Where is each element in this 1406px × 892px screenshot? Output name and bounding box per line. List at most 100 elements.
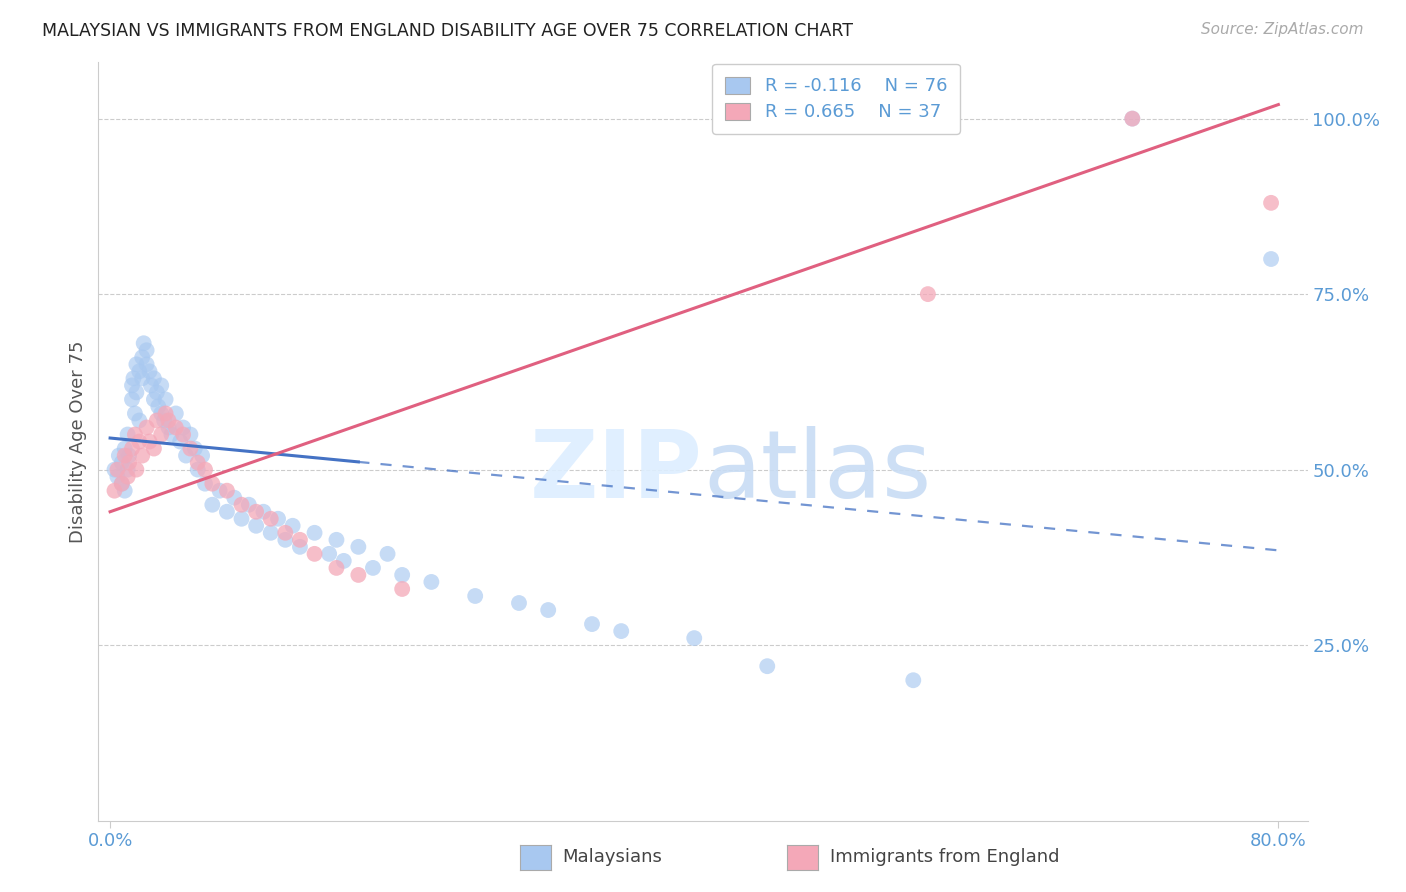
Point [132,336,155,351]
Point [391,568,413,582]
Point [131,351,153,365]
Point [318,547,340,561]
Text: MALAYSIAN VS IMMIGRANTS FROM ENGLAND DISABILITY AGE OVER 75 CORRELATION CHART: MALAYSIAN VS IMMIGRANTS FROM ENGLAND DIS… [42,22,853,40]
Text: Immigrants from England: Immigrants from England [830,848,1059,866]
Point [103,462,125,476]
Point [153,413,176,427]
Point [756,659,779,673]
Point [108,449,131,463]
Point [325,561,347,575]
Point [150,407,173,421]
Point [146,385,169,400]
Point [274,533,297,547]
Point [150,427,173,442]
Point [121,392,143,407]
Point [191,449,214,463]
Point [155,407,177,421]
Point [165,407,187,421]
Point [131,449,153,463]
Point [187,456,209,470]
Point [155,392,177,407]
Point [252,505,274,519]
Point [1260,195,1282,210]
Point [160,427,183,442]
Point [121,378,143,392]
Point [281,518,304,533]
Point [114,483,136,498]
Point [683,631,706,645]
Point [117,462,139,476]
Point [581,617,603,632]
Point [260,525,283,540]
Point [128,364,150,378]
Legend: R = -0.116    N = 76, R = 0.665    N = 37: R = -0.116 N = 76, R = 0.665 N = 37 [713,64,960,134]
Point [224,491,246,505]
Point [508,596,530,610]
Point [124,407,146,421]
Point [169,434,191,449]
Point [111,456,134,470]
Point [122,371,145,385]
Y-axis label: Disability Age Over 75: Disability Age Over 75 [69,340,87,543]
Point [267,512,290,526]
Point [332,554,354,568]
Point [903,673,925,688]
Point [194,462,217,476]
Point [464,589,486,603]
Point [231,498,253,512]
Point [118,449,141,463]
Point [138,364,160,378]
Point [288,533,311,547]
Point [179,427,201,442]
Point [1260,252,1282,266]
Point [187,462,209,476]
Text: atlas: atlas [703,425,931,518]
Point [142,371,165,385]
Point [142,392,165,407]
Point [274,525,297,540]
Point [142,442,165,456]
Point [179,442,201,456]
Point [537,603,560,617]
Point [361,561,384,575]
Point [118,456,141,470]
Point [111,476,134,491]
Point [1121,112,1143,126]
Point [304,547,326,561]
Point [208,483,231,498]
Point [125,385,148,400]
Point [135,343,157,358]
Point [325,533,347,547]
Point [238,498,260,512]
Point [138,434,160,449]
Point [172,427,194,442]
Text: Source: ZipAtlas.com: Source: ZipAtlas.com [1201,22,1364,37]
Point [194,476,217,491]
Point [288,540,311,554]
Point [146,413,169,427]
Point [125,357,148,371]
Point [117,427,139,442]
Point [420,574,443,589]
Point [184,442,207,456]
Point [103,483,125,498]
Point [148,400,170,414]
Point [124,427,146,442]
Point [1121,112,1143,126]
Point [260,512,283,526]
Point [165,420,187,434]
Point [135,357,157,371]
Text: ZIP: ZIP [530,425,703,518]
Text: Malaysians: Malaysians [562,848,662,866]
Point [131,371,153,385]
Point [125,462,148,476]
Point [610,624,633,639]
Point [245,505,267,519]
Point [111,476,134,491]
Point [157,413,180,427]
Point [107,462,129,476]
Point [128,413,150,427]
Point [391,582,413,596]
Point [139,378,162,392]
Point [201,498,224,512]
